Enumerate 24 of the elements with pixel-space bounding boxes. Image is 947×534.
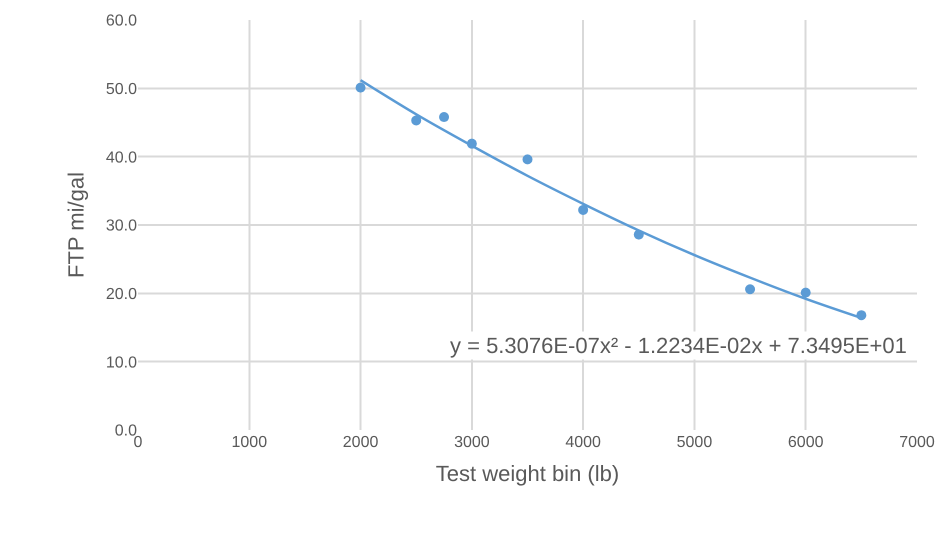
point [745,284,756,294]
x-tick-label: 1000 [231,434,268,451]
y-tick-label: 20.0 [106,286,138,303]
y-axis-title: FTP mi/gal [64,172,89,278]
x-tick-label: 3000 [454,434,490,451]
x-tick-label: 7000 [899,434,935,451]
point [522,154,532,164]
y-tick-label: 30.0 [106,218,138,235]
annotation: y = 5.3076E-07x² - 1.2234E-02x + 7.3495E+01 [450,333,907,358]
point [439,112,450,122]
y-tick-label: 60.0 [106,12,138,30]
point [356,82,366,93]
x-tick-label: 6000 [788,434,824,451]
x-tick-label: 5000 [676,434,712,451]
y-tick-label: 50.0 [106,80,138,98]
x-tick-label: 4000 [565,434,602,451]
point [411,115,422,126]
y-tick-label: 40.0 [106,149,138,166]
point [800,288,811,298]
point [578,204,588,215]
x-tick-label: 0 [134,434,143,451]
y-tick-label: 10.0 [106,354,138,372]
x-tick-label: 2000 [342,434,378,451]
x-axis-title: Test weight bin (lb) [436,460,620,486]
